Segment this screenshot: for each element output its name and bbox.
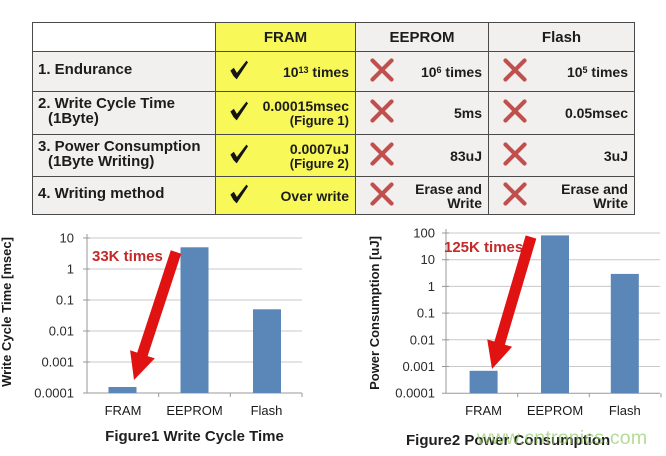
svg-text:FRAM: FRAM [105,403,142,418]
svg-text:FRAM: FRAM [465,403,502,418]
svg-text:0.001: 0.001 [41,355,74,370]
svg-text:33K times: 33K times [92,248,163,265]
svg-text:Flash: Flash [251,403,283,418]
svg-text:Write Cycle Time [msec]: Write Cycle Time [msec] [0,237,14,387]
svg-text:10: 10 [421,252,435,267]
svg-text:0.01: 0.01 [410,332,435,347]
svg-text:EEPROM: EEPROM [166,403,222,418]
svg-text:125K times: 125K times [444,239,523,256]
svg-text:1: 1 [428,279,435,294]
svg-text:0.0001: 0.0001 [34,386,74,401]
svg-text:0.01: 0.01 [49,324,74,339]
svg-text:0.001: 0.001 [402,359,435,374]
svg-text:0.0001: 0.0001 [395,386,435,401]
svg-text:0.1: 0.1 [417,306,435,321]
svg-text:10: 10 [60,231,74,246]
svg-text:Power Consumption [uJ]: Power Consumption [uJ] [367,236,382,390]
svg-text:EEPROM: EEPROM [527,403,583,418]
svg-text:1: 1 [67,262,74,277]
svg-text:0.1: 0.1 [56,293,74,308]
svg-text:100: 100 [413,228,435,241]
svg-text:Flash: Flash [609,403,641,418]
